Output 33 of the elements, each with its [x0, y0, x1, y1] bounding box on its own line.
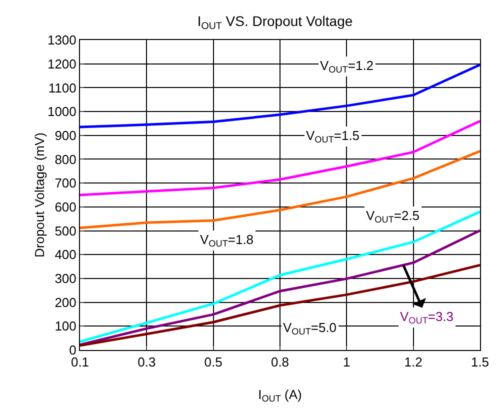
- y-tick-label: 600: [54, 199, 76, 214]
- series-label: V$_{OUT}$=1.8: [200, 232, 254, 249]
- text: V$_{OUT}$=1.2: [320, 58, 374, 75]
- y-tick-label: 1000: [47, 104, 76, 120]
- x-tick-label: 1.5: [470, 354, 490, 370]
- y-tick-label: 1100: [48, 80, 76, 96]
- y-axis-title: Dropout Voltage (mV): [32, 132, 47, 258]
- line-series: [80, 229, 480, 346]
- line-series: [80, 120, 480, 196]
- y-tick-label: 1300: [47, 32, 76, 48]
- y-tick-label: 400: [54, 247, 76, 262]
- y-tick-label: 100: [54, 318, 76, 334]
- y-tick-label: 1200: [47, 56, 76, 72]
- series-label: V$_{OUT}$=1.5: [306, 128, 360, 145]
- x-tick-label: 1: [343, 354, 350, 370]
- series-label: V$_{OUT}$=2.5: [366, 208, 420, 225]
- line-series: [80, 150, 480, 230]
- x-tick-label: 0.5: [204, 354, 222, 370]
- y-tick-label: 800: [54, 152, 76, 167]
- x-axis-title: I$_{OUT}$ (A): [258, 387, 302, 404]
- x-tick-label: 1.2: [404, 354, 422, 370]
- text: V$_{OUT}$=3.3: [400, 309, 454, 326]
- chart-title: I$_{OUT}$ VS. Dropout Voltage: [197, 13, 353, 32]
- series-label: V$_{OUT}$=5.0: [283, 320, 337, 337]
- y-tick-label: 500: [54, 223, 76, 238]
- y-tick-label: 700: [54, 176, 76, 191]
- y-tick-label: 200: [54, 294, 76, 310]
- x-tick-label: 0.8: [270, 354, 290, 370]
- line-series: [80, 210, 480, 343]
- y-tick-label: 300: [54, 271, 76, 286]
- x-tick-label: 0.3: [138, 354, 156, 370]
- y-tick-label: 900: [54, 128, 76, 143]
- line-series: [80, 264, 480, 347]
